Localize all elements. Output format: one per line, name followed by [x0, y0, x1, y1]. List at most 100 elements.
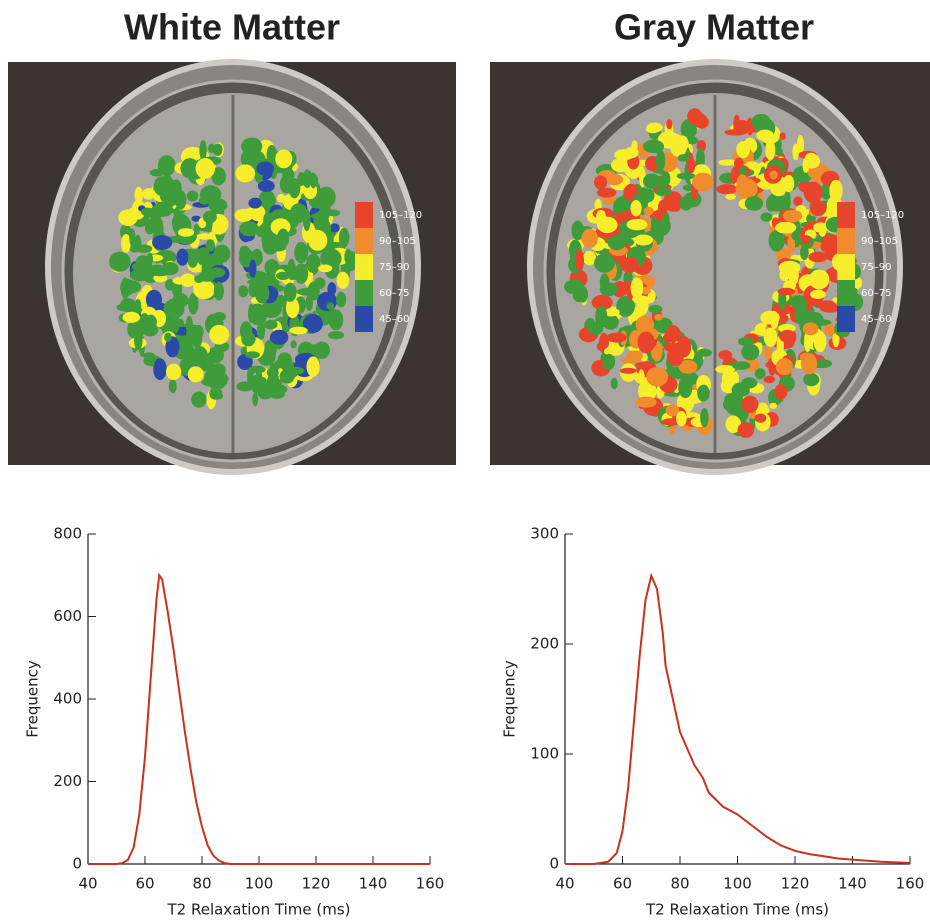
tissue-voxel: [121, 234, 131, 253]
tissue-voxel: [638, 331, 655, 353]
tissue-voxel: [169, 379, 177, 393]
tissue-voxel: [597, 217, 618, 233]
tissue-voxel: [248, 304, 267, 326]
tissue-voxel: [277, 194, 285, 202]
tissue-voxel: [152, 235, 172, 250]
y-axis-label: Frequency: [501, 660, 519, 738]
tissue-voxel: [337, 272, 350, 289]
tissue-voxel: [193, 224, 199, 235]
tissue-voxel: [135, 299, 142, 312]
tissue-voxel: [718, 350, 732, 360]
y-tick-label: 200: [53, 772, 82, 790]
tissue-voxel: [204, 370, 216, 385]
legend-label: 105–120: [379, 210, 422, 221]
tissue-voxel: [239, 247, 251, 260]
tissue-voxel: [742, 395, 759, 413]
tissue-voxel: [687, 108, 702, 125]
tissue-voxel: [287, 269, 301, 280]
tissue-voxel: [280, 369, 295, 383]
tissue-voxel: [700, 408, 708, 427]
tissue-voxel: [188, 366, 204, 382]
tissue-voxel: [819, 225, 826, 237]
tissue-voxel: [209, 325, 229, 345]
tissue-voxel: [808, 252, 827, 263]
tissue-voxel: [291, 340, 297, 348]
legend-swatch: [355, 306, 373, 332]
tissue-voxel: [264, 320, 278, 329]
tissue-voxel: [289, 327, 308, 335]
tissue-voxel: [804, 181, 823, 203]
legend-swatch: [837, 202, 855, 228]
tissue-voxel: [769, 170, 777, 179]
tissue-voxel: [725, 194, 736, 200]
tissue-voxel: [264, 197, 273, 204]
legend-swatch: [837, 280, 855, 306]
tissue-voxel: [638, 369, 645, 385]
tissue-voxel: [777, 288, 795, 295]
legend-label: 90–105: [861, 236, 898, 247]
tissue-voxel: [582, 229, 598, 249]
tissue-voxel: [783, 210, 802, 223]
tissue-voxel: [765, 139, 775, 160]
tissue-voxel: [146, 253, 153, 265]
panel-title: Gray Matter: [614, 7, 814, 48]
tissue-voxel: [792, 144, 799, 161]
tissue-voxel: [737, 174, 749, 192]
tissue-voxel: [678, 377, 692, 398]
tissue-voxel: [208, 144, 215, 153]
tissue-voxel: [199, 196, 210, 204]
legend-label: 45–60: [861, 314, 891, 325]
panel-title: White Matter: [124, 7, 340, 48]
tissue-voxel: [788, 265, 799, 285]
tissue-voxel: [662, 171, 670, 185]
tissue-voxel: [142, 323, 158, 336]
tissue-voxel: [188, 255, 198, 267]
tissue-voxel: [644, 207, 654, 216]
tissue-voxel: [303, 169, 312, 188]
tissue-voxel: [646, 367, 668, 387]
tissue-voxel: [210, 392, 223, 399]
tissue-voxel: [779, 330, 796, 343]
tissue-voxel: [814, 331, 827, 352]
tissue-voxel: [766, 196, 776, 212]
tissue-voxel: [694, 421, 701, 427]
tissue-voxel: [805, 153, 818, 164]
tissue-voxel: [166, 364, 181, 380]
y-tick-label: 0: [549, 855, 559, 873]
tissue-voxel: [241, 332, 255, 347]
tissue-voxel: [195, 158, 215, 179]
tissue-voxel: [692, 173, 714, 191]
tissue-voxel: [600, 274, 610, 291]
tissue-voxel: [764, 376, 776, 383]
x-tick-label: 40: [555, 875, 574, 893]
tissue-voxel: [238, 285, 248, 297]
tissue-voxel: [770, 403, 778, 409]
y-tick-label: 0: [72, 855, 82, 873]
tissue-voxel: [774, 384, 787, 399]
tissue-voxel: [775, 147, 783, 155]
tissue-voxel: [339, 228, 350, 248]
tissue-voxel: [142, 188, 155, 200]
tissue-voxel: [252, 392, 258, 406]
y-tick-label: 400: [53, 690, 82, 708]
tissue-voxel: [646, 124, 660, 133]
tissue-voxel: [627, 351, 643, 362]
tissue-voxel: [764, 346, 772, 360]
tissue-voxel: [249, 259, 257, 277]
tissue-voxel: [267, 145, 277, 164]
tissue-voxel: [194, 325, 204, 338]
tissue-voxel: [213, 245, 230, 263]
x-tick-label: 120: [781, 875, 810, 893]
legend-swatch: [837, 254, 855, 280]
tissue-voxel: [308, 230, 327, 251]
tissue-voxel: [775, 222, 796, 234]
y-tick-label: 600: [53, 607, 82, 625]
tissue-voxel: [810, 200, 827, 216]
tissue-voxel: [732, 361, 750, 370]
x-tick-label: 140: [838, 875, 867, 893]
tissue-voxel: [783, 175, 795, 192]
tissue-voxel: [776, 358, 793, 375]
tissue-voxel: [779, 132, 785, 140]
tissue-voxel: [275, 149, 292, 168]
tissue-voxel: [146, 290, 162, 310]
